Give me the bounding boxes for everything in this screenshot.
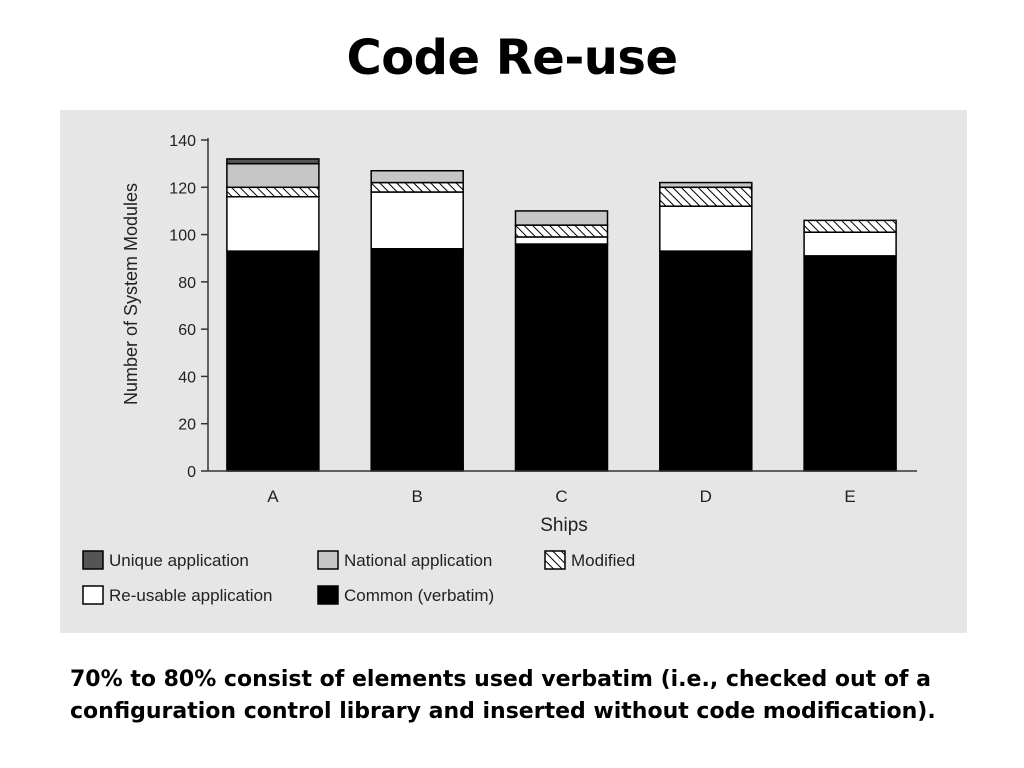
bar-c-national-application (514, 210, 609, 226)
bar-b-re-usable-application (370, 191, 464, 250)
bar-group-c (514, 210, 609, 472)
y-tick-label: 0 (187, 464, 196, 481)
bar-group-a (226, 158, 320, 472)
slide-caption: 70% to 80% consist of elements used verb… (70, 664, 970, 728)
chart-figure: A B C D E 0 20 40 60 80 100 120 140 Number of System… (60, 110, 967, 633)
slide-title: Code Re-use (346, 30, 678, 86)
legend-label: National application (344, 551, 492, 570)
legend-swatch (317, 550, 339, 570)
legend-label: Unique application (109, 551, 249, 570)
caption-line-2: configuration control library and insert… (70, 699, 936, 724)
x-axis-label: Ships (540, 515, 588, 536)
x-tick-label: B (412, 487, 423, 506)
legend-label: Re-usable application (109, 586, 273, 605)
bar-a-national-application (226, 162, 320, 189)
bar-group-d (659, 181, 753, 472)
bar-c-re-usable-application (514, 236, 609, 245)
x-tick-label: C (555, 487, 567, 506)
y-tick-label: 20 (178, 417, 196, 434)
x-tick-label: E (844, 487, 855, 506)
legend-item-unique-application: Unique application (82, 550, 249, 570)
legend-swatch (544, 550, 566, 570)
y-tick-label: 120 (169, 180, 196, 197)
x-tick-label: A (267, 487, 279, 506)
legend-item-modified: Modified (544, 550, 635, 570)
bar-a-re-usable-application (226, 195, 320, 252)
bar-c-common-verbatim (514, 243, 609, 472)
bar-e-modified (803, 219, 897, 233)
y-tick-label: 140 (169, 133, 196, 150)
legend-item-common-verbatim: Common (verbatim) (317, 585, 494, 605)
bar-e-re-usable-application (803, 231, 897, 257)
bar-d-re-usable-application (659, 205, 753, 252)
bar-group-b (370, 169, 464, 472)
legend-swatch (317, 585, 339, 605)
y-tick-label: 60 (178, 322, 196, 339)
bar-a-modified (226, 186, 320, 198)
bar-d-modified (659, 186, 753, 207)
legend: Unique application National application Mo… (82, 550, 635, 605)
legend-label: Modified (571, 551, 635, 570)
y-tick-label: 80 (178, 275, 196, 292)
caption-line-1: 70% to 80% consist of elements used verb… (70, 667, 932, 692)
bar-group-e (803, 219, 897, 472)
legend-item-national-application: National application (317, 550, 492, 570)
stacked-bar-chart: A B C D E 0 20 40 60 80 100 120 140 Number of System… (82, 133, 917, 605)
bar-b-common-verbatim (370, 248, 464, 472)
bar-b-national-application (370, 169, 464, 184)
bar-b-modified (370, 181, 464, 193)
bar-a-unique-application (226, 158, 320, 165)
legend-swatch (82, 585, 104, 605)
y-tick-label: 100 (169, 228, 196, 245)
bar-a-common-verbatim (226, 250, 320, 472)
legend-swatch (82, 550, 104, 570)
legend-item-re-usable-application: Re-usable application (82, 585, 273, 605)
bar-d-national-application (659, 181, 753, 189)
y-tick-label: 40 (178, 369, 196, 386)
bar-d-common-verbatim (659, 250, 753, 472)
bar-e-common-verbatim (803, 255, 897, 472)
legend-label: Common (verbatim) (344, 586, 494, 605)
bar-c-modified (514, 224, 609, 238)
y-axis-label: Number of System Modules (121, 183, 141, 405)
x-tick-label: D (700, 487, 712, 506)
